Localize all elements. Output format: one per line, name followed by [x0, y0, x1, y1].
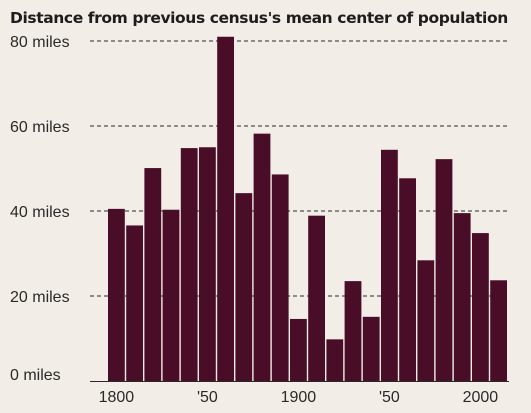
x-tick-label-2000: 2000 — [463, 389, 499, 406]
x-tick-label-1950: '50 — [379, 389, 400, 406]
bar-1990 — [453, 213, 471, 381]
y-tick-label-60: 60 miles — [10, 119, 70, 136]
bar-1980 — [435, 159, 453, 381]
bar-1840 — [180, 148, 198, 381]
y-tick-label-40: 40 miles — [10, 204, 70, 221]
bar-1940 — [362, 316, 380, 381]
x-tick-label-1800: 1800 — [99, 389, 135, 406]
x-tick-label-1900: 1900 — [281, 389, 317, 406]
bar-1880 — [253, 133, 271, 381]
bar-1820 — [144, 168, 162, 381]
bar-1810 — [126, 225, 143, 381]
bar-1830 — [162, 209, 180, 381]
bar-1960 — [399, 178, 416, 381]
bar-1900 — [290, 318, 307, 381]
bar-1930 — [344, 281, 362, 381]
chart-title: Distance from previous census's mean cen… — [10, 9, 508, 27]
bar-2000 — [472, 233, 489, 381]
bar-1860 — [217, 36, 234, 381]
bar-1870 — [235, 193, 253, 381]
y-tick-label-0: 0 miles — [10, 367, 61, 384]
y-tick-label-80: 80 miles — [10, 34, 70, 51]
x-tick-label-1850: '50 — [197, 389, 218, 406]
bar-1800 — [108, 208, 125, 381]
bar-1970 — [417, 260, 435, 381]
bar-1920 — [326, 339, 344, 381]
bars — [108, 36, 507, 381]
y-tick-label-20: 20 miles — [10, 289, 70, 306]
bar-2010 — [490, 280, 507, 381]
bar-1850 — [199, 147, 216, 381]
bar-1950 — [381, 149, 398, 381]
bar-1910 — [308, 215, 325, 381]
bar-1890 — [271, 174, 289, 381]
axes: 0 miles 20 miles 40 miles 60 miles 80 miles 1… — [10, 34, 509, 406]
